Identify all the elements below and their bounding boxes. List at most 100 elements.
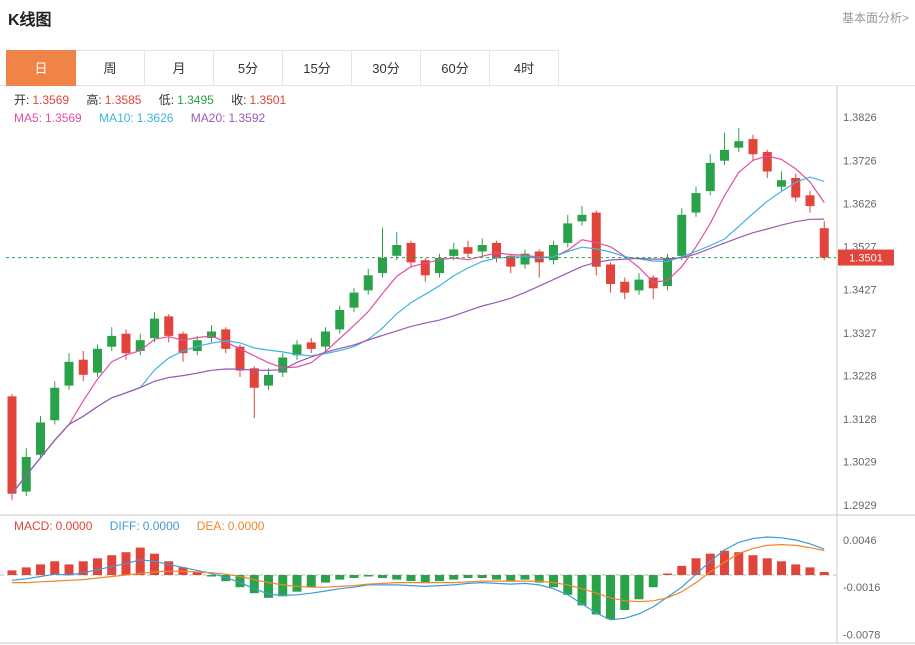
macd-bar <box>435 575 444 582</box>
price-axis-label: 1.3726 <box>843 155 877 167</box>
candle-body <box>805 195 815 207</box>
candle-body <box>50 387 60 421</box>
candle-body <box>107 335 117 347</box>
tab-30min[interactable]: 30分 <box>351 50 421 86</box>
macd-bar <box>306 575 316 588</box>
price-axis-label: 1.3327 <box>843 328 877 340</box>
macd-bar <box>321 575 330 583</box>
candle-body <box>21 457 31 492</box>
candle-body <box>720 149 729 161</box>
ma5-line <box>11 155 825 495</box>
macd-bar <box>7 570 17 575</box>
candle-body <box>235 346 245 371</box>
macd-bar <box>449 575 459 580</box>
dea-line <box>12 543 825 603</box>
candle-body <box>150 318 159 339</box>
close-value: 1.3501 <box>249 93 287 107</box>
macd-bar <box>705 553 715 575</box>
macd-bar <box>292 575 302 592</box>
macd-bar <box>577 575 587 606</box>
candle-body <box>192 340 202 351</box>
macd-bar <box>50 561 60 575</box>
candle-body <box>648 277 658 289</box>
candle-body <box>563 223 573 243</box>
diff-value: 0.0000 <box>142 519 180 533</box>
candle-body <box>577 214 587 222</box>
candle-body <box>64 361 74 386</box>
diff-line <box>11 536 825 621</box>
macd-bar <box>392 575 402 580</box>
candle-body <box>606 264 615 284</box>
fundamental-analysis-link[interactable]: 基本面分析> <box>841 11 909 25</box>
candle-body <box>278 357 288 373</box>
candle-body <box>178 333 188 354</box>
current-price-tag <box>838 249 894 266</box>
candle-body <box>93 348 102 373</box>
macd-label: MACD: <box>14 519 53 533</box>
macd-bar <box>734 552 744 575</box>
high-value: 1.3585 <box>104 93 142 107</box>
macd-bar <box>492 575 501 580</box>
candle-body <box>420 260 430 276</box>
macd-bar <box>748 555 758 575</box>
macd-bar <box>520 575 530 580</box>
macd-bar <box>677 565 687 575</box>
macd-axis-label: -0.0016 <box>843 582 880 594</box>
macd-bar <box>107 555 117 575</box>
macd-bar <box>235 575 245 588</box>
macd-axis-label: 0.0046 <box>843 535 877 547</box>
macd-bar <box>150 553 159 575</box>
candle-body <box>634 279 644 291</box>
dea-label: DEA: <box>196 519 225 533</box>
price-axis-label: 1.3228 <box>843 371 877 383</box>
high-label: 高: <box>86 93 102 107</box>
macd-bar <box>634 575 644 600</box>
dea-value: 0.0000 <box>227 519 265 533</box>
tab-day[interactable]: 日 <box>6 50 76 86</box>
macd-bar <box>420 575 430 583</box>
candle-body <box>335 309 345 330</box>
tab-15min[interactable]: 15分 <box>282 50 352 86</box>
macd-bar <box>819 572 829 575</box>
macd-value: 0.0000 <box>55 519 93 533</box>
macd-bar <box>64 564 74 575</box>
period-tabbar: 日 周 月 5分 15分 30分 60分 4时 <box>0 50 915 86</box>
candle-body <box>777 180 786 187</box>
tab-4hour[interactable]: 4时 <box>489 50 559 86</box>
candle-body <box>392 245 402 256</box>
macd-bar <box>278 575 288 597</box>
candle-body <box>221 329 231 349</box>
macd-bar <box>21 567 31 575</box>
tab-5min[interactable]: 5分 <box>213 50 283 86</box>
macd-readout: MACD: 0.0000 DIFF: 0.0000 DEA: 0.0000 <box>14 519 278 533</box>
candle-body <box>463 247 473 254</box>
ma20-label: MA20: <box>190 111 226 125</box>
macd-bar <box>463 575 473 578</box>
ma10-label: MA10: <box>99 111 134 125</box>
candle-body <box>663 258 672 287</box>
macd-bar <box>591 575 601 615</box>
macd-bar <box>349 575 359 578</box>
page-title: K线图 <box>8 12 52 29</box>
ma5-label: MA5: <box>14 111 43 125</box>
macd-bar <box>363 575 373 577</box>
tab-month[interactable]: 月 <box>144 50 214 86</box>
open-value: 1.3569 <box>32 93 70 107</box>
ma5-value: 1.3569 <box>45 111 82 125</box>
price-axis-label: 1.3029 <box>843 457 877 469</box>
candle-body <box>620 281 630 293</box>
macd-axis-label: -0.0078 <box>843 629 880 641</box>
current-price-tag-text: 1.3501 <box>849 253 883 265</box>
ma20-value: 1.3592 <box>228 111 266 125</box>
tab-60min[interactable]: 60分 <box>420 50 490 86</box>
low-label: 低: <box>158 93 175 107</box>
candle-body <box>78 359 88 375</box>
macd-bar <box>36 564 45 575</box>
candle-body <box>363 275 373 291</box>
macd-bar <box>791 564 801 575</box>
macd-bar <box>135 547 145 575</box>
macd-bar <box>720 550 729 575</box>
candle-body <box>762 152 772 172</box>
candle-body <box>520 253 530 265</box>
